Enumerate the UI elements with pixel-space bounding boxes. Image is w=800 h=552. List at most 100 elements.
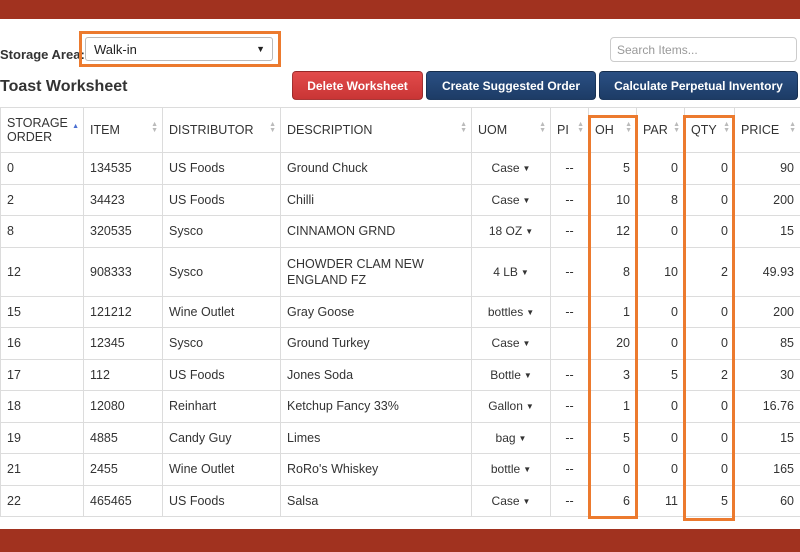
- col-header-storage-order[interactable]: STORAGE ORDER ▲: [0, 107, 84, 153]
- uom-dropdown[interactable]: 18 OZ ▼: [489, 224, 533, 238]
- col-header-distributor-label: DISTRIBUTOR: [169, 123, 254, 137]
- cell-oh[interactable]: 1: [588, 295, 637, 328]
- cell-uom[interactable]: Gallon ▼: [471, 390, 551, 423]
- cell-par: 0: [636, 453, 685, 486]
- sort-icon: ▲ ▼: [539, 121, 546, 134]
- cell-description: Jones Soda: [280, 358, 472, 391]
- col-header-order-label: ORDER: [7, 130, 53, 144]
- calculate-perpetual-inventory-button[interactable]: Calculate Perpetual Inventory: [599, 71, 798, 100]
- cell-oh[interactable]: 0: [588, 453, 637, 486]
- table-row[interactable]: 18 12080 Reinhart Ketchup Fancy 33% Gall…: [0, 390, 800, 423]
- uom-dropdown[interactable]: Case ▼: [492, 193, 531, 207]
- table-row[interactable]: 15 121212 Wine Outlet Gray Goose bottles…: [0, 295, 800, 328]
- caret-down-icon: ▼: [523, 465, 532, 475]
- cell-uom[interactable]: bag ▼: [471, 421, 551, 454]
- col-header-pi[interactable]: PI ▲ ▼: [550, 107, 589, 153]
- cell-uom[interactable]: bottles ▼: [471, 295, 551, 328]
- caret-down-icon: ▼: [522, 195, 531, 205]
- cell-pi: [550, 327, 589, 360]
- cell-oh[interactable]: 6: [588, 484, 637, 517]
- table-row[interactable]: 2 34423 US Foods Chilli Case ▼ -- 10 8 0 …: [0, 183, 800, 216]
- cell-storage-order: 22: [0, 484, 84, 517]
- uom-dropdown[interactable]: bag ▼: [496, 431, 527, 445]
- sort-icon: ▲ ▼: [625, 121, 632, 134]
- search-items-input[interactable]: [610, 37, 797, 62]
- cell-oh[interactable]: 1: [588, 390, 637, 423]
- caret-down-icon: ▼: [518, 433, 527, 443]
- cell-qty[interactable]: 2: [684, 358, 735, 391]
- uom-dropdown[interactable]: bottles ▼: [488, 305, 534, 319]
- cell-price: 30: [734, 358, 800, 391]
- cell-pi: --: [550, 246, 589, 297]
- cell-description: Ground Turkey: [280, 327, 472, 360]
- cell-oh[interactable]: 5: [588, 152, 637, 185]
- uom-dropdown[interactable]: 4 LB ▼: [493, 265, 529, 279]
- cell-description: CHOWDER CLAM NEW ENGLAND FZ: [280, 246, 472, 297]
- cell-uom[interactable]: Bottle ▼: [471, 358, 551, 391]
- cell-price: 49.93: [734, 246, 800, 297]
- uom-dropdown[interactable]: Bottle ▼: [490, 368, 532, 382]
- col-header-uom[interactable]: UOM ▲ ▼: [471, 107, 551, 153]
- cell-item: 320535: [83, 215, 163, 248]
- uom-value: Case: [491, 493, 520, 508]
- cell-distributor: US Foods: [162, 183, 281, 216]
- cell-qty[interactable]: 0: [684, 453, 735, 486]
- sort-icon: ▲ ▼: [723, 121, 730, 134]
- uom-dropdown[interactable]: Case ▼: [492, 494, 531, 508]
- cell-qty[interactable]: 0: [684, 152, 735, 185]
- col-header-oh[interactable]: OH ▲ ▼: [588, 107, 637, 153]
- cell-uom[interactable]: Case ▼: [471, 327, 551, 360]
- caret-down-icon: ▼: [522, 164, 531, 174]
- table-row[interactable]: 0 134535 US Foods Ground Chuck Case ▼ -- …: [0, 152, 800, 185]
- cell-oh[interactable]: 20: [588, 327, 637, 360]
- cell-uom[interactable]: 4 LB ▼: [471, 246, 551, 297]
- cell-qty[interactable]: 2: [684, 246, 735, 297]
- create-suggested-order-button[interactable]: Create Suggested Order: [426, 71, 596, 100]
- sort-icon: ▲ ▼: [269, 121, 276, 134]
- table-row[interactable]: 21 2455 Wine Outlet RoRo's Whiskey bottl…: [0, 453, 800, 486]
- cell-storage-order: 0: [0, 152, 84, 185]
- uom-dropdown[interactable]: Case ▼: [492, 161, 531, 175]
- delete-worksheet-button[interactable]: Delete Worksheet: [292, 71, 423, 100]
- cell-uom[interactable]: 18 OZ ▼: [471, 215, 551, 248]
- table-row[interactable]: 19 4885 Candy Guy Limes bag ▼ -- 5 0 0 15: [0, 421, 800, 454]
- col-header-par[interactable]: PAR ▲ ▼: [636, 107, 685, 153]
- cell-oh[interactable]: 8: [588, 246, 637, 297]
- cell-pi: --: [550, 295, 589, 328]
- cell-qty[interactable]: 0: [684, 295, 735, 328]
- cell-oh[interactable]: 10: [588, 183, 637, 216]
- sort-icon: ▲ ▼: [789, 121, 796, 134]
- cell-qty[interactable]: 0: [684, 421, 735, 454]
- cell-qty[interactable]: 0: [684, 215, 735, 248]
- cell-oh[interactable]: 3: [588, 358, 637, 391]
- col-header-item[interactable]: ITEM ▲ ▼: [83, 107, 163, 153]
- cell-description: Salsa: [280, 484, 472, 517]
- col-header-price[interactable]: PRICE ▲ ▼: [734, 107, 800, 153]
- cell-qty[interactable]: 5: [684, 484, 735, 517]
- cell-oh[interactable]: 12: [588, 215, 637, 248]
- cell-uom[interactable]: Case ▼: [471, 152, 551, 185]
- table-row[interactable]: 17 112 US Foods Jones Soda Bottle ▼ -- 3 …: [0, 358, 800, 391]
- storage-area-select[interactable]: Walk-in ▼: [85, 37, 273, 61]
- cell-uom[interactable]: Case ▼: [471, 183, 551, 216]
- cell-price: 15: [734, 215, 800, 248]
- cell-oh[interactable]: 5: [588, 421, 637, 454]
- cell-price: 16.76: [734, 390, 800, 423]
- table-row[interactable]: 12 908333 Sysco CHOWDER CLAM NEW ENGLAND…: [0, 246, 800, 297]
- cell-uom[interactable]: bottle ▼: [471, 453, 551, 486]
- table-row[interactable]: 8 320535 Sysco CINNAMON GRND 18 OZ ▼ -- 1…: [0, 215, 800, 248]
- col-header-distributor[interactable]: DISTRIBUTOR ▲ ▼: [162, 107, 281, 153]
- cell-qty[interactable]: 0: [684, 183, 735, 216]
- table-row[interactable]: 22 465465 US Foods Salsa Case ▼ -- 6 11 5…: [0, 484, 800, 517]
- uom-dropdown[interactable]: bottle ▼: [491, 462, 531, 476]
- cell-qty[interactable]: 0: [684, 390, 735, 423]
- cell-uom[interactable]: Case ▼: [471, 484, 551, 517]
- table-row[interactable]: 16 12345 Sysco Ground Turkey Case ▼ 20 0 …: [0, 327, 800, 360]
- cell-pi: --: [550, 484, 589, 517]
- uom-dropdown[interactable]: Gallon ▼: [488, 399, 534, 413]
- uom-dropdown[interactable]: Case ▼: [492, 336, 531, 350]
- cell-qty[interactable]: 0: [684, 327, 735, 360]
- col-header-qty[interactable]: QTY ▲ ▼: [684, 107, 735, 153]
- col-header-description[interactable]: DESCRIPTION ▲ ▼: [280, 107, 472, 153]
- sort-icon: ▲ ▼: [151, 121, 158, 134]
